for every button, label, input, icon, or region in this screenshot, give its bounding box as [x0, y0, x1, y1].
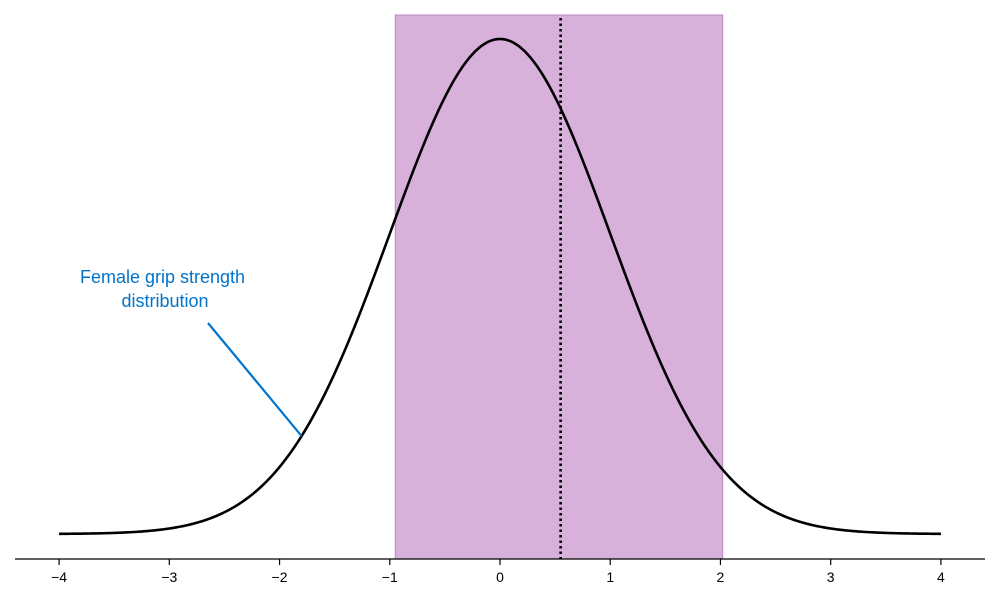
x-tick-label: −4 [51, 569, 67, 585]
annotation-pointer [207, 322, 303, 437]
annotation-label: Female grip strength distribution [80, 267, 250, 311]
x-tick-label: −2 [272, 569, 288, 585]
x-tick-label: 0 [496, 569, 504, 585]
annotation-line-1: Female grip strength [80, 267, 245, 287]
x-axis: −4 −3 −2 −1 0 1 2 3 4 [15, 558, 985, 585]
x-tick-label: 1 [606, 569, 614, 585]
x-tick-label: 3 [827, 569, 835, 585]
density-curve [59, 37, 941, 536]
x-tick-label: −1 [382, 569, 398, 585]
annotation-line-2: distribution [121, 291, 208, 311]
x-tick-label: 2 [717, 569, 725, 585]
x-tick-label: −3 [161, 569, 177, 585]
x-tick-label: 4 [937, 569, 945, 585]
